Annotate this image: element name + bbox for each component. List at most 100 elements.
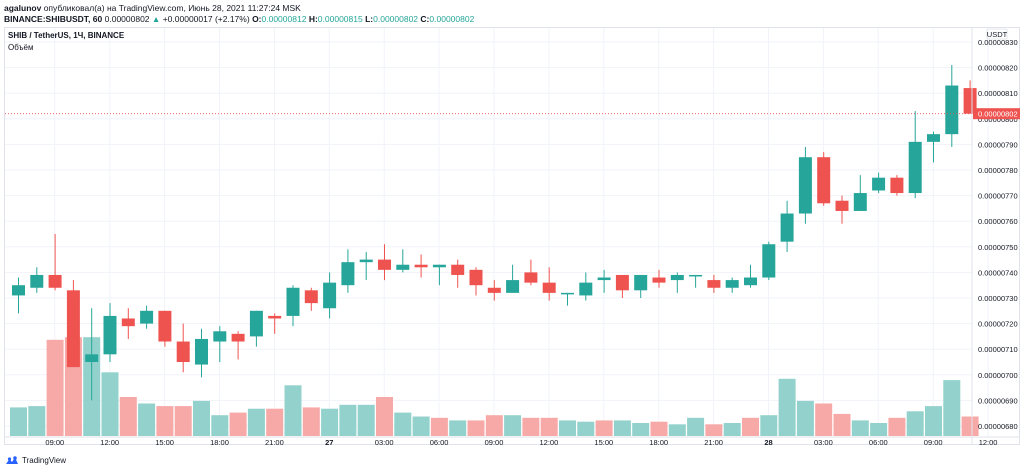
candle-body[interactable]	[908, 141, 922, 194]
candle-body[interactable]	[414, 264, 428, 268]
candle-body[interactable]	[670, 274, 684, 281]
candle-body[interactable]	[359, 259, 373, 263]
candle-body[interactable]	[176, 341, 190, 362]
last-price: 0.00000802	[104, 14, 150, 24]
time-tick-label: 12:00	[979, 438, 998, 447]
candle-body[interactable]	[66, 290, 80, 368]
time-tick-label: 09:00	[485, 438, 504, 447]
candle-body[interactable]	[487, 287, 501, 293]
candle-body[interactable]	[140, 310, 154, 324]
symbol-info: BINANCE:SHIBUSDT, 60 0.00000802 ▲ +0.000…	[4, 14, 474, 24]
candle-body[interactable]	[378, 259, 391, 270]
volume-bar	[925, 406, 942, 436]
candle-body[interactable]	[963, 88, 977, 114]
candle-body[interactable]	[103, 315, 117, 355]
candle-body[interactable]	[927, 134, 940, 142]
candle-body[interactable]	[396, 264, 410, 270]
candle-body[interactable]	[213, 331, 227, 342]
time-tick-label: 18:00	[649, 438, 668, 447]
volume-bar	[577, 421, 595, 436]
candle-body[interactable]	[744, 277, 757, 286]
volume-bar	[833, 413, 851, 436]
price-tick-label: 0.00000820	[978, 64, 1018, 73]
close-label: C:	[420, 14, 430, 24]
time-tick-label: 09:00	[45, 438, 64, 447]
volume-bar	[504, 415, 522, 436]
candle-body[interactable]	[853, 193, 867, 211]
candle-body[interactable]	[634, 274, 648, 291]
volume-bar	[723, 423, 741, 436]
candle-body[interactable]	[48, 274, 62, 288]
candle-body[interactable]	[341, 262, 355, 286]
volume-bar	[302, 407, 320, 436]
time-tick-label: 18:00	[210, 438, 229, 447]
candle-body[interactable]	[597, 277, 611, 281]
legend-volume-label[interactable]: Объём	[8, 43, 34, 52]
volume-bar	[742, 417, 759, 436]
time-tick-label: 12:00	[100, 438, 119, 447]
candle-body[interactable]	[506, 280, 520, 293]
published-text: опубликовал(а) на TradingView.com, Июнь …	[43, 3, 301, 13]
volume-bar	[430, 417, 448, 436]
candle-body[interactable]	[652, 277, 666, 283]
volume-bar	[687, 417, 705, 436]
candle-body[interactable]	[780, 213, 794, 242]
candle-body[interactable]	[30, 274, 44, 288]
candle-body[interactable]	[195, 338, 208, 365]
candle-body[interactable]	[579, 282, 593, 296]
candle-body[interactable]	[469, 269, 483, 286]
candle-body[interactable]	[817, 157, 831, 204]
volume-bar	[595, 420, 613, 436]
high-label: H:	[308, 14, 318, 24]
candle-body[interactable]	[268, 315, 282, 319]
candle-body[interactable]	[615, 274, 629, 291]
candle-body[interactable]	[451, 264, 465, 275]
open-label: O:	[252, 14, 262, 24]
price-tick-label: 0.00000740	[978, 268, 1018, 277]
candle-body[interactable]	[762, 244, 776, 278]
low-value: 0.00000802	[373, 14, 419, 24]
legend-symbol-title[interactable]: SHIB / TetherUS, 1Ч, BINANCE	[8, 31, 125, 40]
candle-body[interactable]	[249, 310, 263, 337]
candle-body[interactable]	[432, 264, 446, 268]
candle-body[interactable]	[689, 274, 703, 277]
volume-bar	[229, 412, 247, 436]
author-name[interactable]: agalunov	[4, 3, 42, 13]
candle-body[interactable]	[85, 354, 99, 362]
volume-bar	[559, 420, 576, 436]
candle-body[interactable]	[286, 287, 300, 316]
candle-body[interactable]	[12, 285, 25, 296]
price-tick-label: 0.00000690	[978, 396, 1018, 405]
candle-body[interactable]	[121, 318, 135, 327]
candle-body[interactable]	[890, 177, 904, 194]
volume-bar	[815, 403, 833, 436]
candle-body[interactable]	[542, 282, 556, 293]
candle-body[interactable]	[158, 310, 172, 342]
candle-body[interactable]	[304, 290, 318, 304]
current-price-badge	[973, 108, 1020, 120]
volume-bar	[888, 417, 906, 436]
volume-bar	[650, 421, 668, 436]
volume-bar	[705, 424, 723, 436]
candle-body[interactable]	[707, 280, 721, 288]
currency-label: USDT	[987, 30, 1008, 39]
time-tick-label: 21:00	[265, 438, 284, 447]
low-label: L:	[365, 14, 374, 24]
candle-body[interactable]	[725, 280, 739, 288]
candle-body[interactable]	[945, 85, 959, 135]
price-tick-label: 0.00000780	[978, 166, 1018, 175]
candle-body[interactable]	[561, 292, 574, 295]
time-tick-label: 28	[764, 438, 772, 447]
candle-body[interactable]	[835, 200, 849, 211]
tradingview-logo[interactable]: TradingView	[5, 456, 66, 465]
volume-bar	[394, 412, 412, 436]
volume-bar	[174, 406, 192, 436]
candle-body[interactable]	[231, 333, 245, 342]
candle-body[interactable]	[524, 272, 538, 283]
candle-body[interactable]	[323, 282, 337, 309]
candle-body[interactable]	[872, 177, 886, 191]
candle-body[interactable]	[798, 157, 812, 214]
price-tick-label: 0.00000720	[978, 320, 1018, 329]
time-tick-label: 03:00	[375, 438, 394, 447]
